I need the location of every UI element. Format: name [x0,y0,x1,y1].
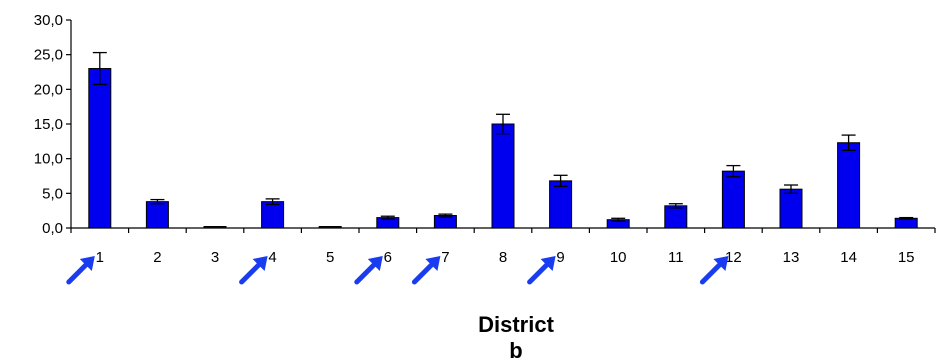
x-tick-label: 7 [441,249,449,266]
x-tick-label: 6 [384,249,392,266]
arrow-head [713,256,729,271]
x-tick-label: 14 [840,249,857,266]
x-tick-label: 5 [326,249,334,266]
bar [88,68,112,229]
x-tick-label: 1 [96,249,104,266]
y-tick-label: 15,0 [34,116,63,133]
arrows [66,256,729,285]
x-tick-label: 11 [668,249,684,266]
pointer-arrow [354,256,383,285]
arrow-head [252,256,268,271]
arrow-shaft [239,259,265,285]
bar [145,201,169,229]
arrow-shaft [699,259,725,285]
arrow-shaft [527,259,553,285]
bar [491,123,515,229]
bar [549,180,573,229]
x-tick-label: 15 [898,249,915,266]
bar [261,201,285,229]
y-tick-label: 20,0 [34,81,63,98]
panel-label: b [509,338,522,362]
x-tick-label: 2 [153,249,161,266]
x-axis-title: District [478,312,554,337]
y-tick-label: 25,0 [34,47,63,64]
x-tick-label: 13 [783,249,800,266]
x-tick-label: 12 [725,249,742,266]
x-axis: 1 2 3 4 5 6 7 8 9 10 11 12 13 14 15 [70,227,936,266]
x-tick-label: 3 [211,249,219,266]
x-tick-label: 9 [556,249,564,266]
y-axis: 0,0 5,0 10,0 15,0 20,0 25,0 30,0 [34,12,72,237]
bar [894,217,918,229]
y-tick-label: 30,0 [34,12,63,29]
arrow-head [425,256,441,271]
bars [88,51,918,229]
arrow-shaft [411,259,437,285]
arrow-head [367,256,383,271]
x-tick-label: 4 [268,249,276,266]
arrow-shaft [66,259,92,285]
bar [779,188,803,229]
bar [837,142,861,229]
x-tick-label: 8 [499,249,507,266]
y-tick-label: 0,0 [42,220,63,237]
pointer-arrow [527,256,556,285]
bar [664,205,688,229]
pointer-arrow [66,256,95,285]
bar [721,170,745,229]
pointer-arrow [239,256,268,285]
arrow-head [79,256,95,271]
arrow-shaft [354,259,380,285]
y-tick-label: 10,0 [34,151,63,168]
arrow-head [540,256,556,271]
pointer-arrow [699,256,729,285]
x-tick-label: 10 [610,249,627,266]
y-tick-label: 5,0 [42,185,63,202]
pointer-arrow [411,256,441,285]
